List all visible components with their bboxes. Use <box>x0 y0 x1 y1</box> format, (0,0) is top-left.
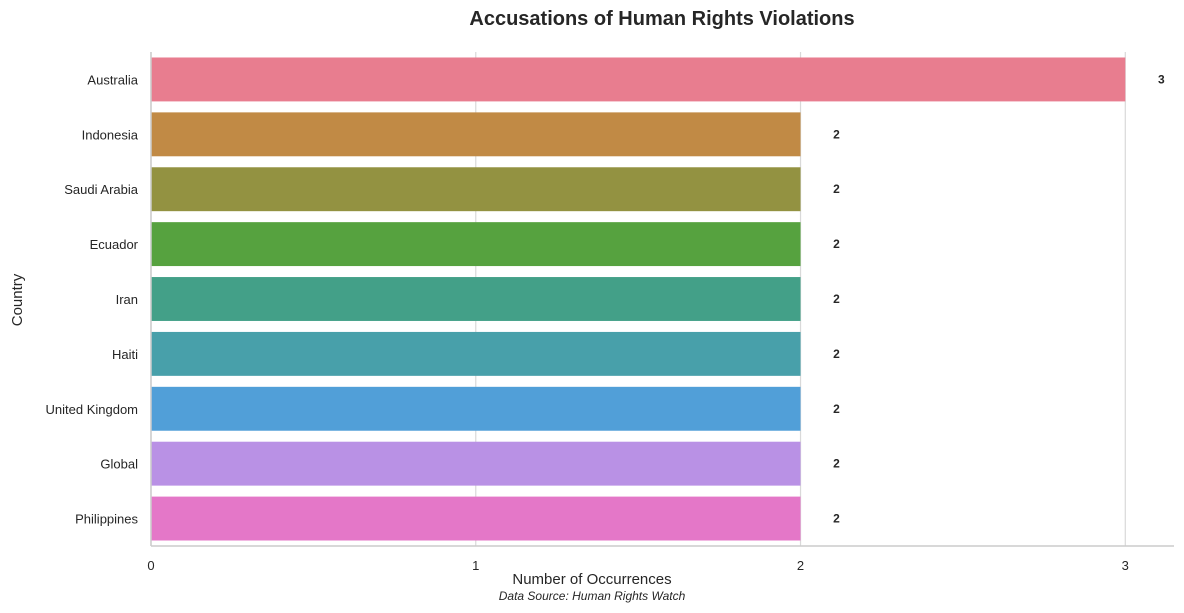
bar <box>151 496 801 541</box>
y-tick-labels: Australia Indonesia Saudi Arabia Ecuador Ira… <box>46 72 139 526</box>
y-tick-label: Haiti <box>112 347 138 362</box>
bars <box>151 57 1126 541</box>
bar <box>151 331 801 376</box>
y-tick-label: Ecuador <box>90 237 139 252</box>
bar <box>151 277 801 321</box>
source-note: Data Source: Human Rights Watch <box>499 589 686 603</box>
bar <box>151 222 801 267</box>
x-axis-label: Number of Occurrences <box>512 571 671 588</box>
y-tick-label: Indonesia <box>82 127 139 142</box>
chart-title: Accusations of Human Rights Violations <box>469 8 854 30</box>
value-label: 2 <box>833 512 840 526</box>
y-tick-label: United Kingdom <box>46 402 139 417</box>
x-tick-label: 0 <box>147 558 154 573</box>
value-label: 2 <box>833 457 840 471</box>
value-label: 2 <box>833 292 840 306</box>
value-labels: 3 2 2 2 2 2 2 2 2 <box>833 72 1165 525</box>
value-label: 2 <box>833 237 840 251</box>
y-axis-label: Country <box>9 273 26 326</box>
bar <box>151 167 801 212</box>
y-tick-label: Saudi Arabia <box>64 182 138 197</box>
value-label: 2 <box>833 402 840 416</box>
x-tick-label: 2 <box>797 558 804 573</box>
value-label: 2 <box>833 127 840 141</box>
bar <box>151 57 1126 102</box>
y-tick-label: Philippines <box>75 512 138 527</box>
x-tick-labels: 0 1 2 3 <box>147 558 1129 573</box>
value-label: 2 <box>833 182 840 196</box>
x-tick-label: 1 <box>472 558 479 573</box>
value-label: 3 <box>1158 72 1165 86</box>
y-tick-label: Iran <box>116 292 138 307</box>
bar <box>151 112 801 157</box>
bar <box>151 441 801 486</box>
y-tick-label: Global <box>100 457 138 472</box>
x-tick-label: 3 <box>1122 558 1129 573</box>
value-label: 2 <box>833 347 840 361</box>
y-tick-label: Australia <box>87 72 138 87</box>
bar <box>151 386 801 431</box>
